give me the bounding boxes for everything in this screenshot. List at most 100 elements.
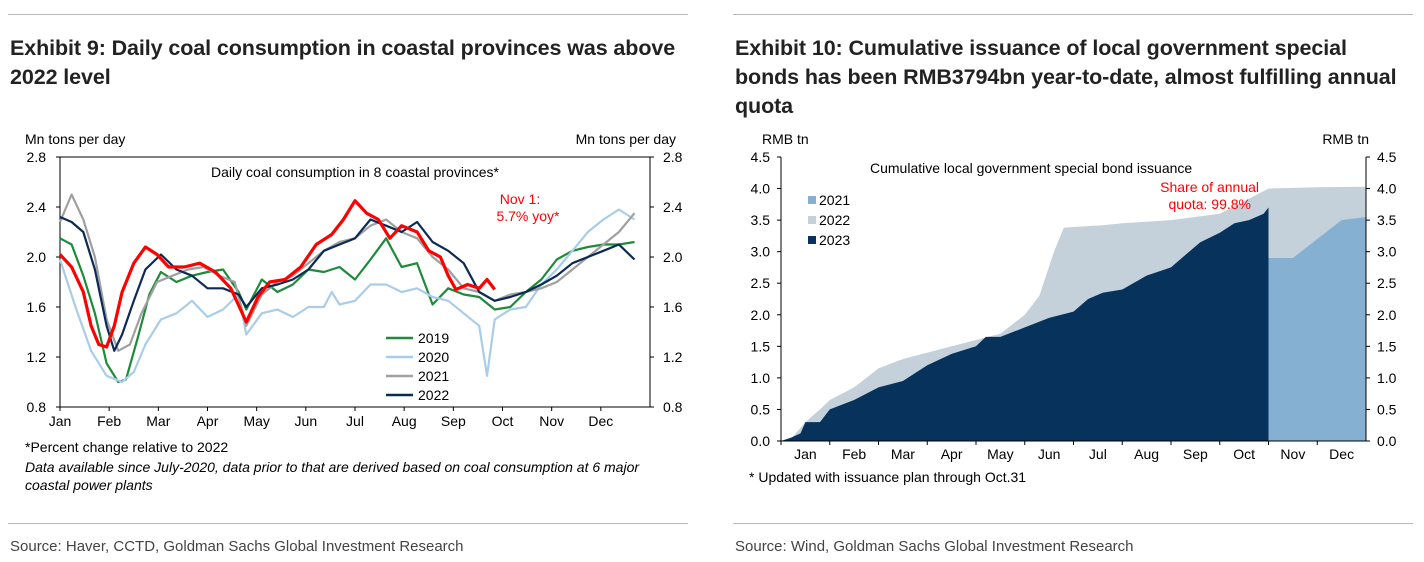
x-tick-label: Oct <box>1233 446 1255 462</box>
series-line-2019 <box>59 237 635 384</box>
x-tick-label: May <box>987 446 1013 462</box>
x-tick-label: Jun <box>1038 446 1061 462</box>
y-axis-label-left: Mn tons per day <box>25 131 125 147</box>
legend-label-2021: 2021 <box>418 368 449 384</box>
x-tick-label: Apr <box>197 413 219 429</box>
x-tick-label: Jun <box>295 413 318 429</box>
x-tick-label: Jan <box>49 413 72 429</box>
x-tick-label: Sep <box>1183 446 1208 462</box>
x-tick-label: Nov <box>539 413 564 429</box>
y-tick-label-left: 2.4 <box>27 199 47 215</box>
chart-title: Daily coal consumption in 8 coastal prov… <box>211 164 499 180</box>
y-tick-label-right: 1.5 <box>1377 338 1397 354</box>
legend-swatch-2021 <box>808 196 816 204</box>
footnote-issuance-plan: * Updated with issuance plan through Oct… <box>749 469 1026 485</box>
x-tick-label: Feb <box>97 413 121 429</box>
y-tick-label-left: 0.8 <box>27 399 47 415</box>
y-tick-label-left: 2.5 <box>751 275 771 291</box>
chart-title: Cumulative local government special bond… <box>870 160 1192 176</box>
y-tick-label-right: 4.0 <box>1377 181 1397 197</box>
y-tick-label-left: 1.0 <box>751 370 771 386</box>
y-tick-label-right: 1.6 <box>663 299 683 315</box>
y-tick-label-right: 2.0 <box>663 249 683 265</box>
y-tick-label-left: 4.0 <box>751 181 771 197</box>
x-tick-label: Mar <box>891 446 915 462</box>
x-tick-label: Sep <box>441 413 466 429</box>
legend-label-2022: 2022 <box>819 212 850 228</box>
y-tick-label-right: 0.8 <box>663 399 683 415</box>
annotation-line-2: quota: 99.8% <box>1168 196 1251 212</box>
series-line-2021 <box>58 193 636 352</box>
annotation-line-1: Nov 1: <box>500 191 540 207</box>
y-tick-label-right: 1.2 <box>663 349 683 365</box>
legend-swatch-2022 <box>808 216 816 224</box>
x-tick-label: Jan <box>794 446 817 462</box>
x-tick-label: Jul <box>1089 446 1107 462</box>
special-bond-issuance-chart: RMB tn RMB tn 0.0 0.0 0.5 0.5 1.0 1.0 1.5 1.5 2.0 2… <box>749 131 1397 485</box>
x-tick-label: Nov <box>1280 446 1305 462</box>
legend-label-2023: 2023 <box>819 232 850 248</box>
y-tick-label-left: 1.6 <box>27 299 47 315</box>
y-axis-label-right: RMB tn <box>1322 131 1369 147</box>
y-axis-label-right: Mn tons per day <box>576 131 676 147</box>
y-tick-label-left: 2.0 <box>751 307 771 323</box>
series-line-2020 <box>58 208 636 384</box>
annotation-line-2: 5.7% yoy* <box>496 208 560 224</box>
x-tick-label: Apr <box>941 446 963 462</box>
y-tick-label-left: 1.2 <box>27 349 47 365</box>
series-line-2023 <box>58 199 496 349</box>
exhibit-9-source: Source: Haver, CCTD, Goldman Sachs Globa… <box>10 538 464 555</box>
y-tick-label-left: 2.8 <box>27 149 47 165</box>
bottom-divider <box>733 523 1413 524</box>
legend-label-2019: 2019 <box>418 330 449 346</box>
series-area-2023 <box>781 207 1269 441</box>
annotation-line-1: Share of annual <box>1160 179 1259 195</box>
x-tick-label: Dec <box>1329 446 1354 462</box>
x-tick-label: Jul <box>346 413 364 429</box>
footnote-percent-change: *Percent change relative to 2022 <box>25 439 228 455</box>
y-tick-label-right: 0.0 <box>1377 433 1397 449</box>
x-tick-label: Aug <box>392 413 417 429</box>
legend-label-2022: 2022 <box>418 387 449 403</box>
y-tick-label-left: 2.0 <box>27 249 47 265</box>
y-tick-label-right: 0.5 <box>1377 401 1397 417</box>
series-line-2022 <box>59 215 636 352</box>
x-tick-label: Feb <box>842 446 866 462</box>
y-tick-label-right: 2.8 <box>663 149 683 165</box>
x-tick-label: May <box>243 413 269 429</box>
top-divider <box>8 14 688 15</box>
y-tick-label-left: 4.5 <box>751 149 771 165</box>
exhibit-9-title: Exhibit 9: Daily coal consumption in coa… <box>10 36 676 89</box>
exhibit-10-source: Source: Wind, Goldman Sachs Global Inves… <box>735 538 1134 555</box>
series-area-2021 <box>781 217 1366 441</box>
y-tick-label-right: 4.5 <box>1377 149 1397 165</box>
plot-frame <box>59 156 651 408</box>
exhibit-10-title: Exhibit 10: Cumulative issuance of local… <box>735 36 1397 118</box>
legend-label-2020: 2020 <box>418 349 449 365</box>
y-tick-label-right: 3.0 <box>1377 244 1397 260</box>
exhibit-10-panel: Exhibit 10: Cumulative issuance of local… <box>733 0 1413 562</box>
y-tick-label-right: 2.4 <box>663 199 683 215</box>
footnote-data-availability-2: coastal power plants <box>25 477 153 493</box>
bottom-divider <box>8 523 688 524</box>
y-tick-label-left: 0.0 <box>751 433 771 449</box>
y-axis-label-left: RMB tn <box>762 131 809 147</box>
x-tick-label: Mar <box>146 413 170 429</box>
coal-consumption-chart: Mn tons per day Mn tons per day 0.8 0.8 1.2 1… <box>25 131 683 493</box>
x-tick-label: Dec <box>588 413 613 429</box>
legend-swatch-2023 <box>808 236 816 244</box>
y-tick-label-right: 3.5 <box>1377 212 1397 228</box>
top-divider <box>733 14 1413 15</box>
exhibit-9-panel: Exhibit 9: Daily coal consumption in coa… <box>8 0 688 562</box>
x-tick-label: Oct <box>492 413 514 429</box>
y-tick-label-right: 2.0 <box>1377 307 1397 323</box>
y-tick-label-right: 2.5 <box>1377 275 1397 291</box>
x-tick-label: Aug <box>1134 446 1159 462</box>
footnote-data-availability-1: Data available since July-2020, data pri… <box>25 459 640 475</box>
legend-label-2021: 2021 <box>819 192 850 208</box>
y-tick-label-left: 1.5 <box>751 338 771 354</box>
y-tick-label-left: 3.5 <box>751 212 771 228</box>
y-tick-label-right: 1.0 <box>1377 370 1397 386</box>
y-tick-label-left: 3.0 <box>751 244 771 260</box>
y-tick-label-left: 0.5 <box>751 401 771 417</box>
